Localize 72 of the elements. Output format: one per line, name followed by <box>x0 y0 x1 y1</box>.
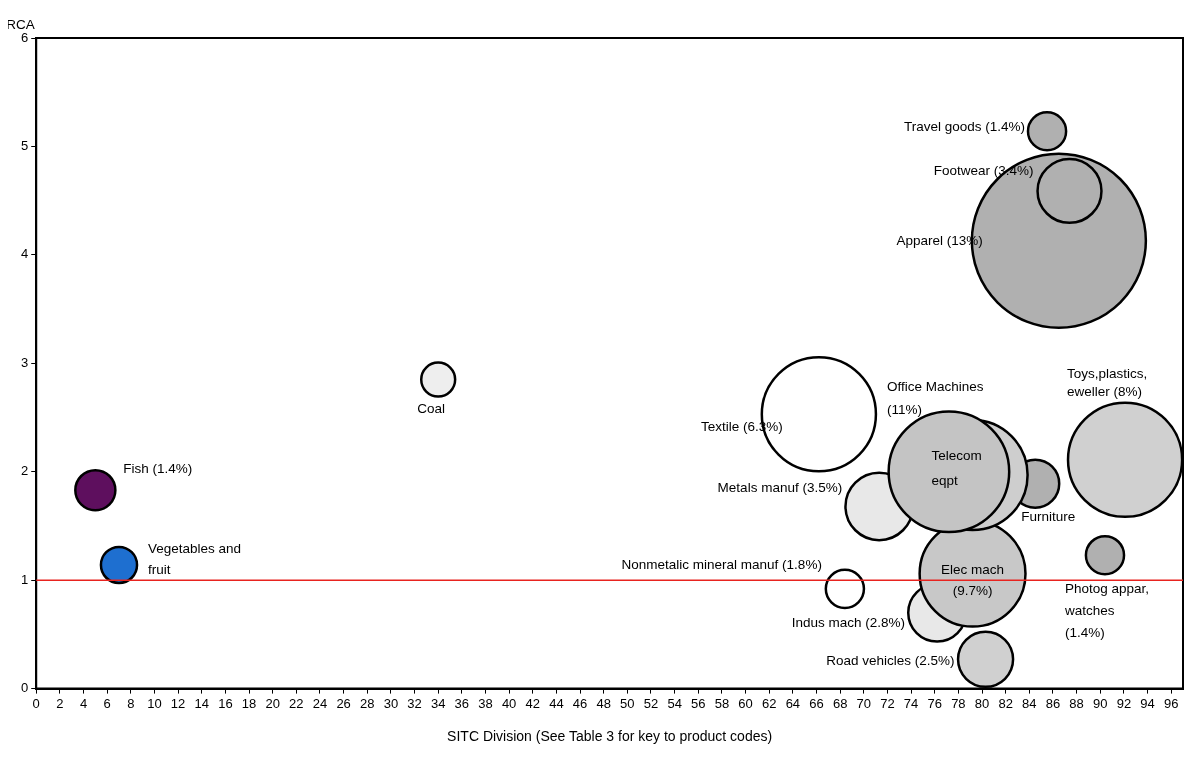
x-tick-label: 30 <box>383 695 399 711</box>
x-tick-label: 56 <box>691 695 706 711</box>
y-tick-label: 2 <box>21 463 29 479</box>
x-tick-label: 14 <box>194 695 209 711</box>
series-label: Coal <box>417 401 446 417</box>
x-tick-label: 6 <box>103 695 111 711</box>
x-tick-label: 2 <box>56 695 64 711</box>
y-tick-label: 3 <box>21 354 29 370</box>
y-tick-label: 6 <box>21 29 29 45</box>
x-tick-label: 38 <box>478 695 493 711</box>
series-label: Metals manuf (3.5%) <box>717 480 843 496</box>
series-label: Vegetables and fruit <box>147 540 242 577</box>
x-tick-label: 68 <box>832 695 848 711</box>
x-tick-label: 50 <box>620 695 635 711</box>
x-tick-label: 24 <box>312 695 328 711</box>
x-tick-label: 48 <box>596 695 611 711</box>
series-label: Nonmetalic mineral manuf (1.8%) <box>621 556 822 572</box>
y-tick-label: 5 <box>21 138 29 154</box>
x-tick-label: 60 <box>738 695 753 711</box>
x-tick-label: 88 <box>1069 695 1084 711</box>
x-axis-title: SITC Division (See Table 3 for key to product codes) <box>447 728 773 745</box>
series-label: Telecom eqpt <box>931 447 982 488</box>
y-axis-title: RCA <box>6 16 35 32</box>
x-tick-label: 78 <box>951 695 966 711</box>
series-label: Travel goods (1.4%) <box>903 118 1026 134</box>
x-tick-label: 84 <box>1022 695 1037 711</box>
x-tick-label: 44 <box>549 695 564 711</box>
x-tick-label: 54 <box>667 695 682 711</box>
x-tick-label: 94 <box>1140 695 1155 711</box>
x-tick-label: 52 <box>643 695 659 711</box>
x-tick-label: 8 <box>127 695 135 711</box>
x-tick-label: 18 <box>241 695 257 711</box>
x-tick-label: 34 <box>430 695 446 711</box>
x-tick-label: 82 <box>998 695 1013 711</box>
series-label: Furniture <box>1021 509 1076 525</box>
x-tick-label: 62 <box>761 695 777 711</box>
x-tick-label: 70 <box>856 695 872 711</box>
x-tick-label: 80 <box>974 695 990 711</box>
x-tick-label: 90 <box>1093 695 1108 711</box>
x-tick-label: 72 <box>880 695 895 711</box>
series-label: Road vehicles (2.5%) <box>826 653 955 669</box>
x-tick-label: 28 <box>360 695 375 711</box>
y-tick-label: 1 <box>21 571 29 587</box>
x-tick-label: 96 <box>1163 695 1179 711</box>
x-tick-label: 22 <box>289 695 304 711</box>
y-tick-label: 0 <box>21 680 29 696</box>
series-label: Elec mach (9.7%) <box>941 562 1005 599</box>
x-tick-label: 10 <box>147 695 162 711</box>
x-tick-label: 66 <box>809 695 824 711</box>
x-tick-label: 46 <box>572 695 588 711</box>
x-tick-label: 74 <box>903 695 919 711</box>
x-tick-label: 36 <box>454 695 470 711</box>
x-tick-label: 0 <box>32 695 40 711</box>
x-tick-label: 26 <box>336 695 351 711</box>
x-tick-label: 32 <box>407 695 422 711</box>
x-tick-label: 76 <box>927 695 942 711</box>
y-tick-label: 4 <box>21 246 29 262</box>
x-tick-label: 40 <box>501 695 517 711</box>
text: Photog appar, watches (1.4%) <box>1063 580 1150 640</box>
x-tick-label: 12 <box>170 695 186 711</box>
x-tick-label: 4 <box>79 695 88 711</box>
x-tick-label: 16 <box>218 695 233 711</box>
series-label: Fish (1.4%) <box>123 460 193 476</box>
series-label: Indus mach (2.8%) <box>791 615 906 631</box>
x-tick-label: 58 <box>714 695 730 711</box>
x-tick-label: 42 <box>525 695 540 711</box>
x-tick-label: 86 <box>1045 695 1061 711</box>
series-label: Office Machines (11%) <box>886 379 984 418</box>
x-tick-label: 20 <box>265 695 280 711</box>
x-tick-label: 92 <box>1116 695 1132 711</box>
series-label: Toys,plastics, eweller (8%) <box>1067 365 1148 399</box>
x-tick-label: 64 <box>785 695 801 711</box>
